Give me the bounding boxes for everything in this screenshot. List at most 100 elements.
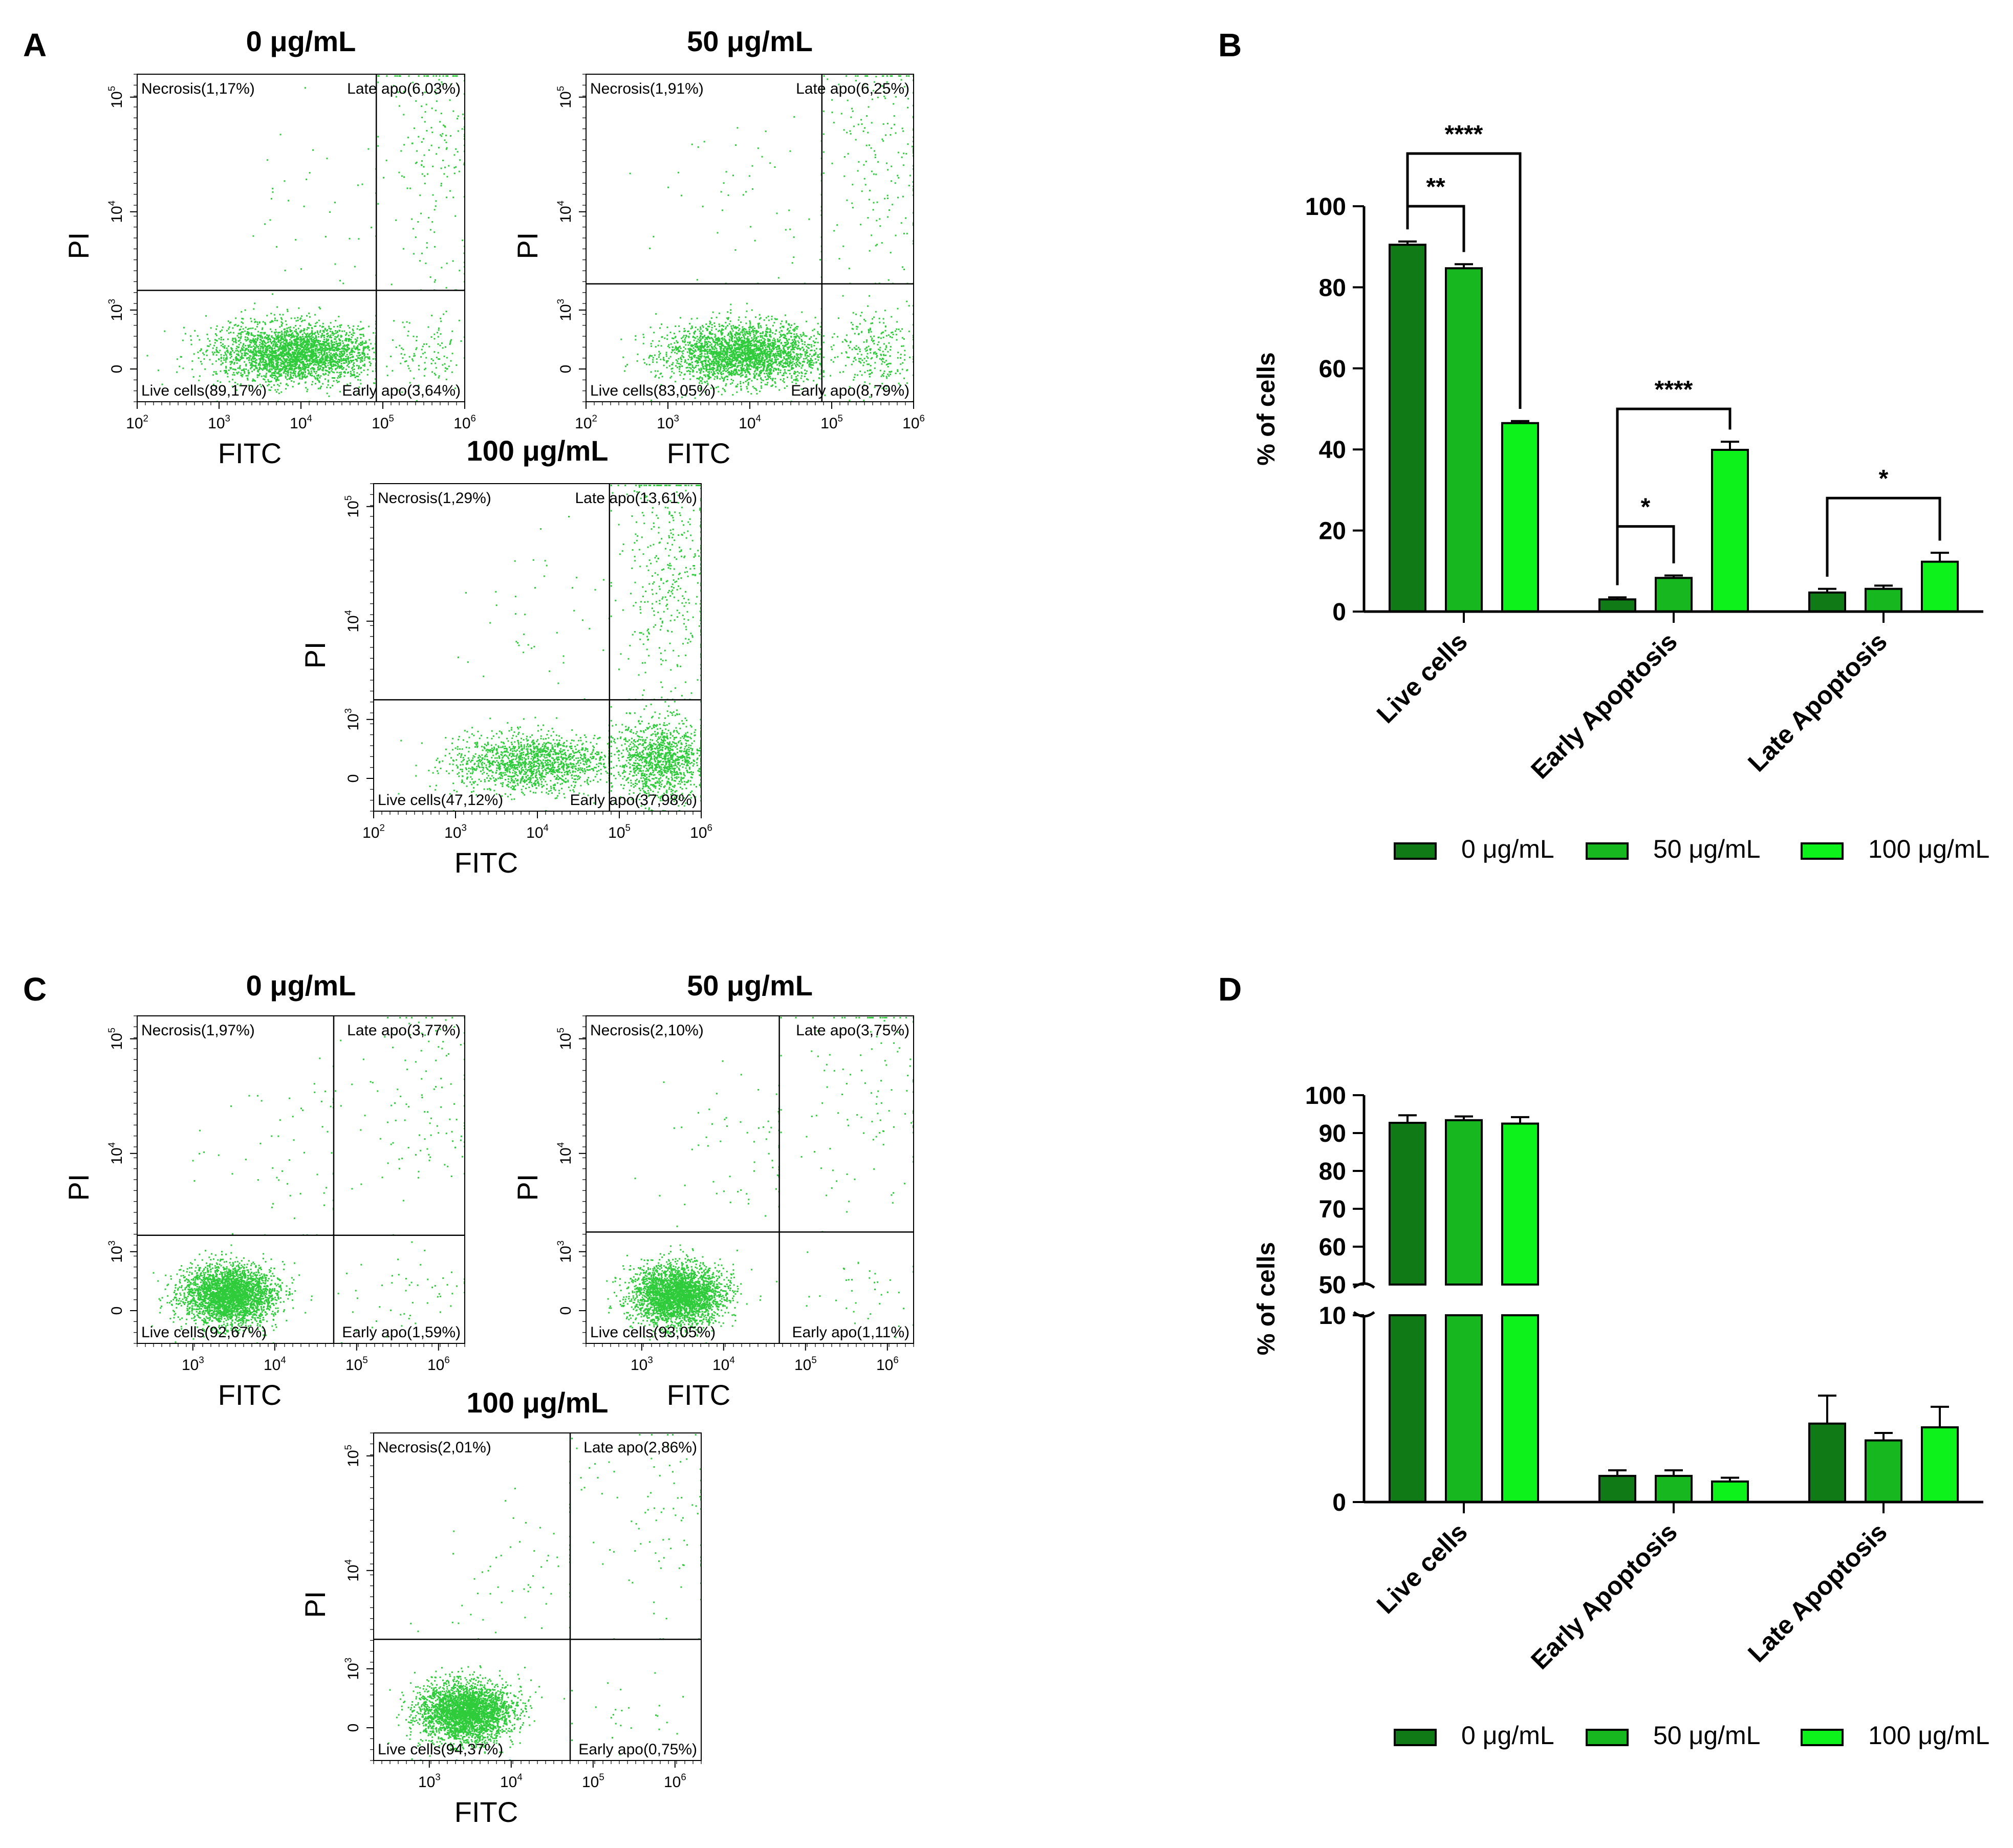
- scatter-dot: [356, 355, 358, 357]
- scatter-dot: [377, 145, 379, 147]
- scatter-dot: [228, 381, 230, 383]
- scatter-dot: [242, 374, 244, 376]
- scatter-dot: [364, 365, 366, 367]
- scatter-dot: [287, 369, 289, 372]
- scatter-dot: [317, 332, 318, 334]
- scatter-dot: [244, 361, 246, 363]
- scatter-dot: [338, 375, 339, 377]
- scatter-dot: [253, 358, 255, 360]
- scatter-dot: [815, 352, 817, 354]
- scatter-dot: [252, 356, 254, 358]
- scatter-dot: [414, 355, 416, 357]
- scatter-dot: [445, 141, 447, 143]
- scatter-dot: [315, 322, 317, 324]
- scatter-dot: [426, 173, 428, 175]
- scatter-dot: [242, 318, 244, 320]
- scatter-dot: [295, 364, 297, 366]
- scatter-dot: [215, 328, 218, 330]
- scatter-dot: [669, 356, 672, 358]
- scatter-dot: [446, 357, 448, 359]
- scatter-dot: [697, 345, 699, 347]
- scatter-dot: [799, 363, 802, 365]
- scatter-dot: [248, 333, 249, 335]
- scatter-dot: [775, 360, 777, 362]
- scatter-dot: [255, 351, 257, 353]
- scatter-dot: [816, 383, 818, 385]
- scatter-dot: [265, 374, 267, 376]
- scatter-dot: [270, 328, 272, 330]
- scatter-dot: [459, 270, 461, 272]
- scatter-dot: [275, 363, 277, 365]
- scatter-dot: [700, 338, 702, 340]
- scatter-dot: [220, 357, 222, 359]
- scatter-dot: [809, 338, 811, 340]
- scatter-dot: [344, 371, 345, 373]
- scatter-dot: [323, 330, 325, 332]
- scatter-dot: [635, 339, 637, 341]
- scatter-dot: [332, 345, 334, 347]
- scatter-dot: [408, 356, 410, 358]
- scatter-dot: [313, 341, 315, 343]
- scatter-dot: [415, 100, 417, 102]
- scatter-dot: [329, 350, 331, 352]
- scatter-dot: [264, 340, 265, 342]
- scatter-dot: [340, 352, 342, 354]
- scatter-dot: [446, 176, 448, 178]
- scatter-dot: [332, 332, 334, 334]
- scatter-dot: [230, 367, 232, 369]
- scatter-dot: [682, 341, 684, 343]
- scatter-dot: [783, 337, 785, 338]
- scatter-dot: [712, 339, 714, 341]
- scatter-dot: [275, 379, 277, 381]
- scatter-dot: [261, 354, 263, 356]
- scatter-dot: [304, 339, 306, 341]
- scatter-dot: [348, 348, 350, 350]
- scatter-dot: [430, 336, 432, 338]
- quadrant-label-necrosis: Necrosis(1,17%): [141, 80, 255, 97]
- scatter-dot: [339, 279, 341, 281]
- scatter-dot: [274, 340, 276, 342]
- scatter-dot: [692, 347, 695, 349]
- scatter-dot: [272, 352, 274, 354]
- scatter-dot: [349, 331, 351, 333]
- scatter-dot: [332, 360, 334, 362]
- scatter-dot: [297, 341, 299, 343]
- scatter-dot: [216, 373, 218, 375]
- scatter-dot: [344, 362, 345, 364]
- scatter-dot: [245, 368, 247, 370]
- scatter-dot: [244, 330, 246, 332]
- scatter-dot: [266, 334, 268, 336]
- scatter-dot: [276, 338, 278, 339]
- scatter-dot: [255, 364, 257, 366]
- scatter-dot: [796, 360, 798, 362]
- scatter-dot: [668, 357, 670, 359]
- scatter-dot: [450, 339, 452, 341]
- scatter-dot: [347, 338, 349, 340]
- scatter-dot: [689, 364, 691, 366]
- scatter-dot: [269, 361, 270, 363]
- scatter-dot: [287, 331, 289, 333]
- scatter-dot: [203, 354, 205, 356]
- scatter-dot: [285, 373, 287, 375]
- scatter-dot: [257, 363, 259, 365]
- scatter-dot: [437, 352, 439, 354]
- scatter-dot: [441, 83, 443, 85]
- scatter-dot: [424, 121, 426, 123]
- scatter-dot: [252, 352, 254, 354]
- scatter-dot: [443, 355, 445, 357]
- scatter-dot: [247, 357, 249, 359]
- scatter-dot: [344, 334, 347, 336]
- scatter-dot: [772, 369, 774, 372]
- scatter-dot: [278, 339, 280, 341]
- scatter-dot: [242, 345, 244, 347]
- scatter-dot: [655, 313, 657, 315]
- scatter-dot: [235, 317, 237, 319]
- scatter-dot: [270, 365, 272, 367]
- scatter-dot: [787, 361, 789, 363]
- scatter-dot: [230, 332, 232, 334]
- scatter-dot: [284, 270, 286, 271]
- scatter-dot: [682, 340, 684, 342]
- scatter-dot: [305, 382, 307, 384]
- scatter-dot: [347, 365, 348, 367]
- scatter-dot: [261, 358, 263, 360]
